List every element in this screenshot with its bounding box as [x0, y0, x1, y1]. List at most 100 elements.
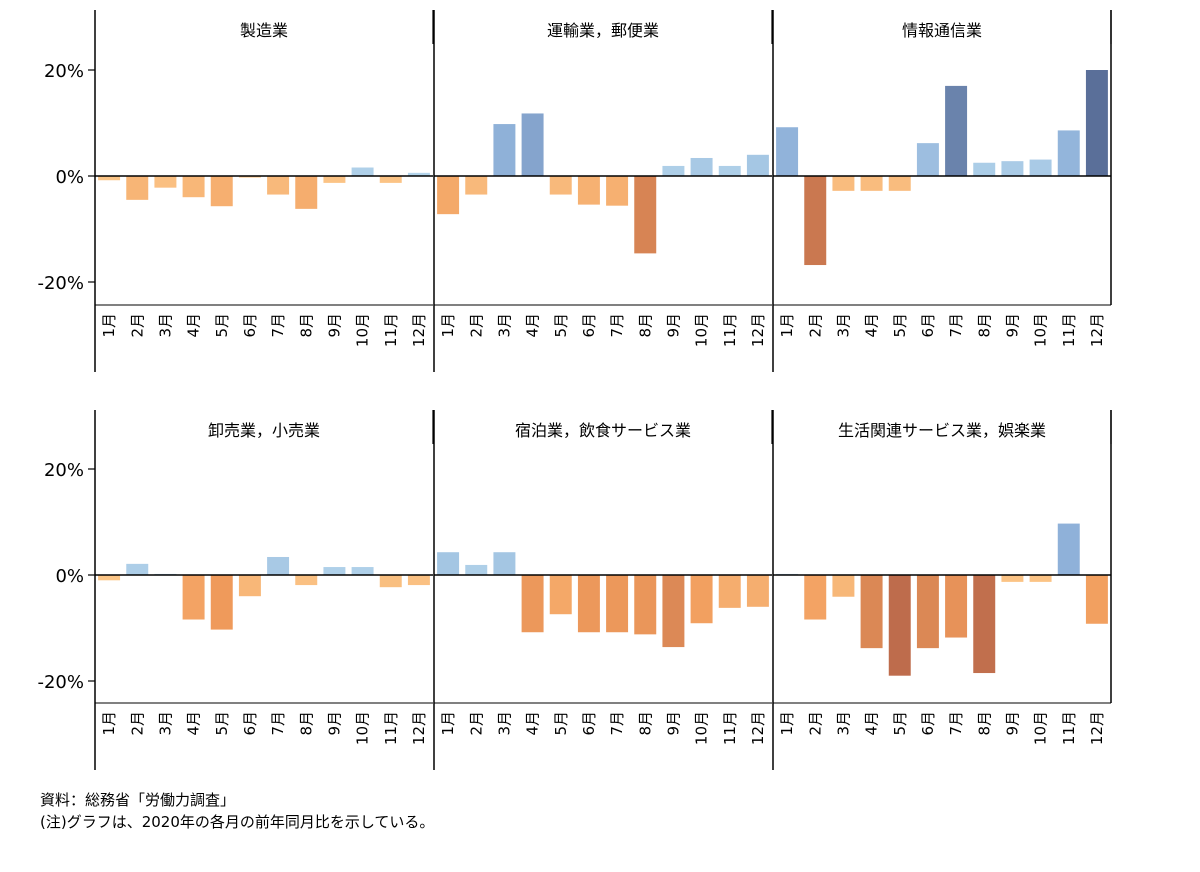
bar — [860, 176, 883, 191]
bar — [1057, 523, 1080, 575]
x-tick-label: 8月 — [636, 711, 654, 736]
bar — [493, 124, 516, 176]
y-tick-label: 0% — [55, 167, 84, 188]
bar — [351, 167, 374, 176]
panel-title: 情報通信業 — [902, 21, 982, 40]
bar — [888, 176, 911, 191]
x-tick-label: 3月 — [156, 313, 174, 338]
bar — [860, 575, 883, 649]
x-tick-label: 4月 — [524, 711, 542, 736]
bar — [634, 176, 657, 254]
x-tick-label: 12月 — [1088, 711, 1106, 745]
x-tick-label: 10月 — [693, 313, 711, 347]
x-tick-label: 8月 — [975, 711, 993, 736]
bar — [1029, 159, 1052, 176]
x-tick-label: 10月 — [1032, 711, 1050, 745]
bar — [1001, 575, 1024, 582]
x-tick-label: 1月 — [100, 313, 118, 338]
x-tick-label: 10月 — [693, 711, 711, 745]
x-tick-label: 11月 — [721, 711, 739, 745]
bar — [210, 176, 233, 207]
y-tick-label: -20% — [37, 672, 84, 693]
y-tick-label: 20% — [44, 460, 84, 481]
panel-title: 製造業 — [240, 21, 288, 40]
bar — [295, 575, 318, 586]
bar — [690, 157, 713, 176]
x-tick-label: 5月 — [213, 711, 231, 736]
notes: 資料：総務省「労働力調査」 (注)グラフは、2020年の各月の前年同月比を示して… — [40, 789, 434, 833]
x-tick-label: 11月 — [382, 313, 400, 347]
footnote: (注)グラフは、2020年の各月の前年同月比を示している。 — [40, 813, 435, 831]
x-tick-label: 3月 — [834, 711, 852, 736]
bar — [295, 176, 318, 209]
y-tick-label: 0% — [55, 566, 84, 587]
bar — [437, 552, 460, 575]
panel-title: 生活関連サービス業，娯楽業 — [838, 421, 1046, 440]
x-tick-label: 5月 — [552, 711, 570, 736]
x-tick-label: 7月 — [269, 313, 287, 338]
x-tick-label: 11月 — [1060, 313, 1078, 347]
bar — [776, 127, 799, 176]
x-tick-label: 10月 — [1032, 313, 1050, 347]
bar — [945, 85, 968, 176]
x-tick-label: 9月 — [325, 313, 343, 338]
x-tick-label: 4月 — [185, 313, 203, 338]
x-tick-label: 6月 — [580, 711, 598, 736]
x-tick-label: 5月 — [891, 313, 909, 338]
bar — [606, 575, 629, 633]
bar — [832, 176, 855, 191]
x-tick-label: 8月 — [975, 313, 993, 338]
bar — [267, 176, 290, 195]
bar — [323, 567, 346, 575]
x-tick-label: 3月 — [834, 313, 852, 338]
bar — [407, 575, 430, 586]
x-tick-label: 1月 — [778, 711, 796, 736]
x-tick-label: 2月 — [806, 313, 824, 338]
bar — [549, 575, 572, 615]
x-tick-label: 2月 — [806, 711, 824, 736]
x-tick-label: 11月 — [1060, 711, 1078, 745]
x-tick-label: 3月 — [156, 711, 174, 736]
x-tick-label: 2月 — [128, 313, 146, 338]
x-tick-label: 8月 — [636, 313, 654, 338]
bar — [804, 176, 827, 266]
x-tick-label: 5月 — [213, 313, 231, 338]
bar — [746, 575, 769, 607]
bar — [126, 176, 149, 200]
x-tick-label: 1月 — [778, 313, 796, 338]
x-tick-label: 1月 — [439, 313, 457, 338]
bar — [1085, 575, 1108, 624]
bar — [606, 176, 629, 206]
bar — [945, 575, 968, 638]
y-tick-label: 20% — [44, 61, 84, 82]
x-tick-label: 5月 — [552, 313, 570, 338]
bar — [634, 575, 657, 635]
bar — [916, 143, 939, 176]
x-tick-label: 7月 — [608, 711, 626, 736]
bar — [888, 575, 911, 676]
x-tick-label: 3月 — [495, 313, 513, 338]
x-tick-label: 6月 — [241, 313, 259, 338]
x-tick-label: 9月 — [664, 711, 682, 736]
x-tick-label: 12月 — [1088, 313, 1106, 347]
x-tick-label: 8月 — [297, 711, 315, 736]
bar — [323, 176, 346, 183]
bar — [493, 552, 516, 575]
panel-title: 宿泊業，飲食サービス業 — [515, 421, 691, 440]
bar — [521, 575, 544, 633]
x-tick-label: 9月 — [664, 313, 682, 338]
x-tick-label: 12月 — [410, 313, 428, 347]
x-tick-label: 4月 — [863, 313, 881, 338]
bar — [407, 172, 430, 176]
bar — [577, 575, 600, 633]
bar — [690, 575, 713, 624]
x-tick-label: 12月 — [749, 313, 767, 347]
bar — [210, 575, 233, 630]
bar — [126, 563, 149, 575]
x-tick-label: 6月 — [919, 313, 937, 338]
x-tick-label: 10月 — [354, 313, 372, 347]
bar — [267, 556, 290, 575]
x-tick-label: 4月 — [863, 711, 881, 736]
bar — [238, 176, 261, 178]
